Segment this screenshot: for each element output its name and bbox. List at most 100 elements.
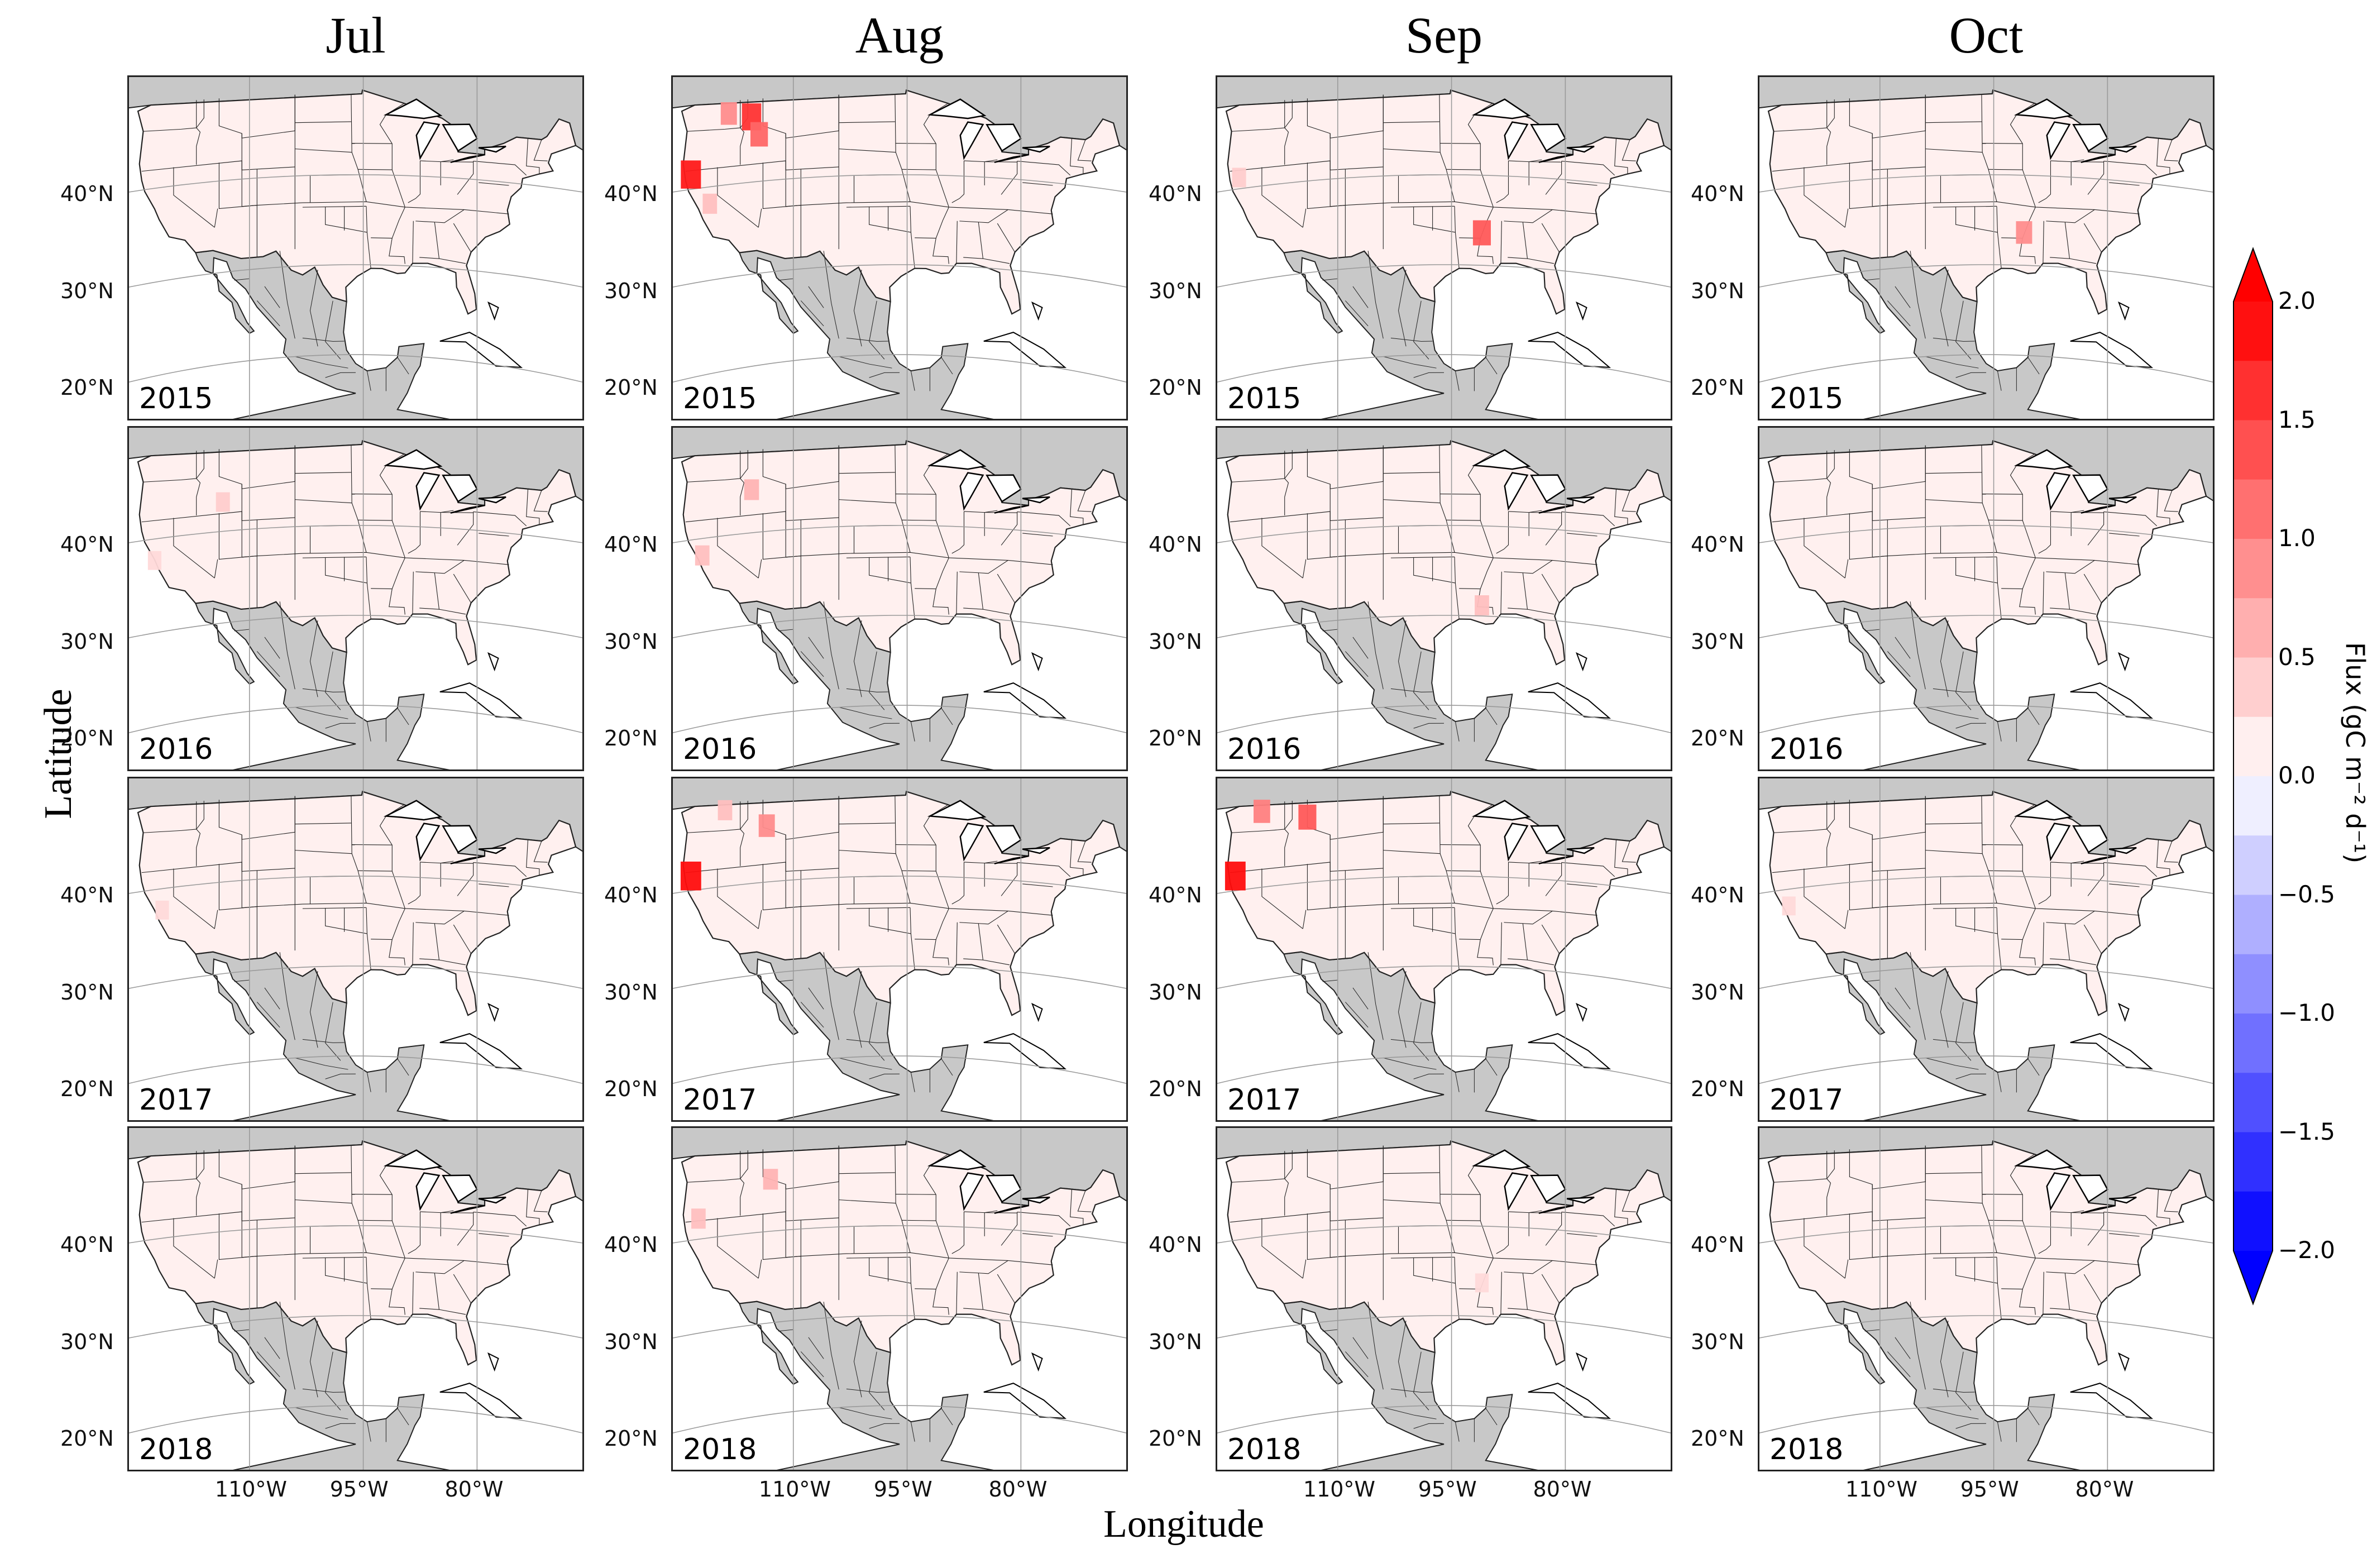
mexico-state-border [1413, 300, 1429, 360]
colorbar-segment [2233, 954, 2273, 1014]
mexico-state-border [295, 356, 348, 369]
cuba [439, 332, 523, 369]
year-label: 2016 [137, 733, 216, 766]
lon-tick-label: 80°W [988, 1477, 1048, 1502]
state-border [959, 911, 1008, 925]
state-border [1804, 167, 1845, 228]
state-border [302, 556, 367, 558]
flux-hotspot [680, 861, 701, 891]
cuba [439, 1383, 523, 1419]
graticule-lat [129, 1315, 582, 1338]
graticule-lat [1217, 615, 1671, 638]
state-border [2087, 1212, 2105, 1246]
state-border [1413, 557, 1456, 584]
state-border [1622, 840, 1636, 863]
state-border [1826, 801, 1835, 830]
state-border [2038, 511, 2051, 554]
lat-tick-label: 30°N [60, 629, 114, 654]
state-border [1001, 161, 1018, 195]
state-border [951, 511, 965, 554]
lat-tick-label: 40°N [1691, 883, 1744, 908]
graticule-lat [129, 174, 582, 193]
state-border [740, 1151, 745, 1216]
mexico-state-border [778, 979, 793, 982]
state-border [1284, 450, 1293, 479]
state-border [173, 518, 215, 579]
state-border [2010, 804, 2036, 965]
state-border [687, 1178, 740, 1183]
state-border [959, 560, 1008, 574]
state-border [1017, 1211, 1071, 1227]
mexico-state-border [1352, 987, 1369, 1010]
state-border [441, 863, 474, 864]
state-border [1561, 160, 1615, 176]
mexico-state-border [279, 251, 295, 339]
state-border [533, 490, 548, 512]
state-border [740, 801, 745, 867]
state-border [351, 1144, 367, 1253]
state-border [1567, 883, 1598, 887]
state-border [1017, 160, 1071, 176]
state-border [2069, 258, 2097, 264]
state-border [915, 939, 936, 940]
lon-tick-label: 95°W [329, 1477, 389, 1502]
year-label: 2015 [1225, 382, 1304, 415]
state-border [1527, 959, 1555, 965]
state-border [1454, 557, 1460, 619]
state-border [1508, 1211, 1529, 1213]
state-border [1804, 1218, 1845, 1279]
state-border [2156, 1189, 2170, 1225]
state-border [963, 923, 984, 960]
state-border [2010, 453, 2036, 615]
state-border [984, 510, 998, 513]
colorbar-extend-max [2233, 248, 2273, 302]
graticule-lat [129, 1405, 582, 1434]
state-border [1527, 609, 1555, 615]
bahamas [1031, 1352, 1043, 1372]
state-border [1933, 556, 1997, 558]
great-lake [1471, 449, 1531, 470]
mexico-state-border [1864, 1329, 1880, 1332]
state-border [1567, 533, 1598, 537]
mexico-state-border [1413, 723, 1445, 729]
lat-tick-label: 40°N [604, 883, 658, 908]
bahamas [2117, 1352, 2130, 1372]
mexico-state-border [2027, 1058, 2040, 1076]
mexico-state-border [839, 1058, 892, 1070]
state-border [1567, 1233, 1598, 1237]
state-border [1284, 100, 1289, 165]
state-border [1981, 93, 1997, 202]
state-border [439, 258, 466, 264]
mexico-state-border [869, 1073, 900, 1079]
map-svg [1759, 77, 2213, 419]
state-border [526, 489, 540, 525]
lon-tick-label: 110°W [1303, 1477, 1375, 1502]
state-border [366, 907, 371, 970]
lat-tick-label: 30°N [1149, 1329, 1202, 1354]
state-border [2043, 922, 2044, 965]
great-lake [383, 449, 443, 470]
state-border [846, 205, 911, 208]
state-border [869, 557, 911, 584]
cuba [983, 1383, 1067, 1419]
mexico-state-border [869, 300, 885, 360]
state-border [366, 557, 371, 619]
state-border [1844, 559, 1849, 579]
state-border [1508, 160, 1529, 162]
state-border [956, 1271, 958, 1314]
state-border [1981, 444, 1997, 553]
lat-tick-label: 40°N [1691, 181, 1744, 207]
state-border [1773, 478, 1827, 482]
state-border [218, 513, 509, 565]
state-border [295, 121, 351, 123]
cuba [983, 682, 1067, 719]
mexico-state-border [295, 1058, 348, 1070]
state-border [302, 205, 367, 208]
state-border [295, 1199, 352, 1204]
bahamas [2117, 1002, 2130, 1022]
state-border [997, 924, 1016, 954]
mexico-state-border [234, 629, 250, 632]
state-border [1284, 99, 1293, 128]
state-border [351, 93, 367, 202]
